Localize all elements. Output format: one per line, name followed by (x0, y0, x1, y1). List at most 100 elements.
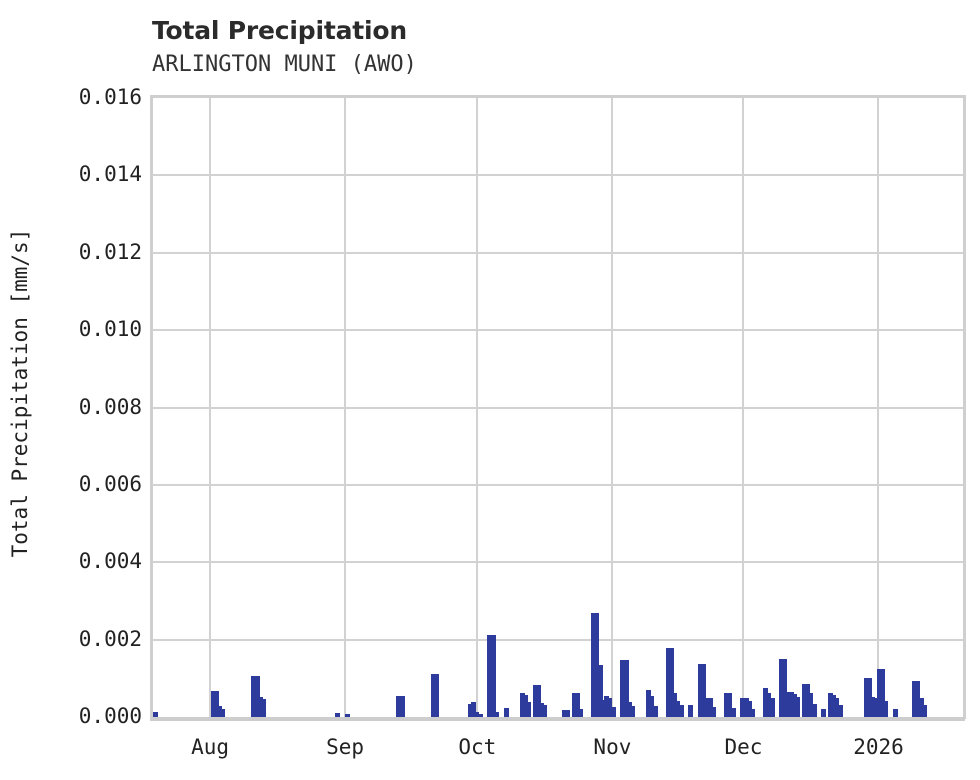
y-axis-tick-label: 0.010 (78, 317, 142, 342)
chart-subtitle: ARLINGTON MUNI (AWO) (152, 52, 417, 77)
bar (821, 708, 827, 717)
bar (490, 635, 496, 717)
bar (519, 693, 525, 717)
bar (795, 696, 801, 717)
bar (769, 698, 775, 717)
gridline-horizontal (152, 406, 963, 409)
bar (623, 659, 629, 717)
x-axis-tick-label: Dec (724, 735, 763, 759)
bar (334, 712, 340, 717)
bar (522, 695, 528, 717)
y-axis-tick-label: 0.016 (78, 85, 142, 109)
gridline-vertical (209, 98, 212, 717)
bar-series (152, 98, 963, 717)
bar (698, 663, 704, 717)
bar (866, 678, 872, 717)
bar (921, 705, 927, 717)
bar (474, 712, 480, 717)
bar (257, 696, 263, 717)
bar (251, 676, 257, 717)
x-axis-tick-label: Sep (326, 735, 365, 759)
bar (503, 708, 509, 717)
gridline-vertical (344, 98, 347, 717)
bar (805, 684, 811, 717)
bar (535, 685, 541, 717)
bar (750, 708, 756, 717)
bar (399, 695, 405, 717)
bar (542, 704, 548, 717)
gridline-horizontal (152, 483, 963, 486)
bar (646, 689, 652, 717)
gridline-horizontal (152, 251, 963, 254)
page-title: Total Precipitation (152, 16, 407, 45)
bar (433, 674, 439, 717)
y-axis-tick-label: 0.014 (78, 162, 142, 187)
bar (743, 698, 749, 717)
gridline-horizontal (152, 174, 963, 177)
gridline-vertical (476, 98, 479, 717)
bar (766, 693, 772, 717)
bar (834, 698, 840, 717)
plot-border-right (963, 95, 966, 719)
bar (831, 694, 837, 717)
bar (779, 658, 785, 717)
bar (574, 693, 580, 717)
bar (811, 703, 817, 717)
bar (782, 658, 788, 717)
bar (746, 700, 752, 717)
bar (675, 700, 681, 717)
y-axis-tick-label: 0.008 (78, 394, 142, 419)
y-axis-tick-label: 0.002 (78, 626, 142, 651)
bar (396, 695, 402, 717)
bar (607, 698, 613, 717)
bar (740, 698, 746, 717)
gridline-vertical (611, 98, 614, 717)
gridline-horizontal (152, 561, 963, 564)
bar (220, 708, 226, 717)
bar (626, 702, 632, 717)
bar (801, 684, 807, 717)
bar (610, 707, 616, 717)
y-axis-tick-label: 0.012 (78, 239, 142, 264)
y-axis-ticks: 0.000 0.002 0.004 0.006 0.008 0.010 0.012 0.014… (0, 0, 142, 780)
bar (879, 668, 885, 717)
bar (600, 699, 606, 717)
bar (808, 693, 814, 717)
bar (792, 693, 798, 717)
bar (152, 712, 158, 717)
x-axis-tick-label: Oct (458, 735, 497, 759)
bar (672, 693, 678, 717)
bar (827, 693, 833, 717)
bar (561, 709, 567, 717)
bar (210, 691, 216, 717)
bar (876, 668, 882, 717)
bar (565, 709, 571, 717)
bar (678, 705, 684, 717)
x-axis-tick-label: Nov (593, 735, 632, 759)
bar (724, 692, 730, 717)
bar (217, 706, 223, 717)
bar (344, 713, 350, 717)
bar (213, 691, 219, 717)
bar (493, 711, 499, 717)
y-axis-tick-label: 0.004 (78, 549, 142, 574)
bar (254, 676, 260, 717)
bar (571, 693, 577, 717)
bar (591, 613, 597, 717)
bar (883, 700, 889, 717)
bar (665, 648, 671, 717)
bar (630, 706, 636, 717)
bar (727, 692, 733, 717)
plot-border-top (150, 95, 965, 98)
x-axis-tick-label: Aug (191, 735, 230, 759)
bar (539, 703, 545, 717)
y-axis-tick-label: 0.000 (78, 704, 142, 728)
gridline-horizontal (152, 638, 963, 641)
y-axis-tick-label: 0.006 (78, 471, 142, 496)
gridline-vertical (742, 98, 745, 717)
gridline-vertical (877, 98, 880, 717)
bar (912, 681, 918, 717)
bar (526, 701, 532, 717)
bar (668, 648, 674, 717)
